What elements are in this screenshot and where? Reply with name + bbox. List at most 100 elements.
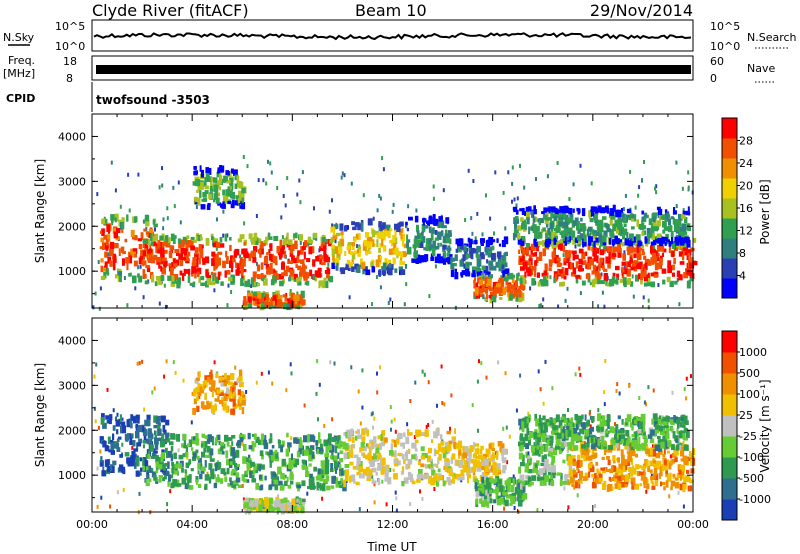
velocity-echo-cell xyxy=(542,480,547,486)
velocity-echo-cell xyxy=(420,432,425,436)
velocity-echo-cell xyxy=(278,441,281,449)
velocity-echo-cell xyxy=(424,429,429,437)
power-echo-cell xyxy=(481,284,485,292)
power-echo-cell xyxy=(433,218,439,226)
velocity-echo-cell xyxy=(568,481,571,486)
nsearch-label: N.Search xyxy=(747,31,797,44)
beam-title: Beam 10 xyxy=(355,1,427,20)
power-speckle xyxy=(379,196,382,201)
power-echo-cell xyxy=(191,272,194,277)
power-echo-cell xyxy=(485,250,488,256)
power-echo-cell xyxy=(318,280,321,289)
power-speckle xyxy=(137,172,140,177)
power-echo-cell xyxy=(543,250,546,256)
power-echo-cell xyxy=(142,254,145,260)
velocity-echo-cell xyxy=(587,464,592,469)
power-speckle xyxy=(129,272,132,277)
velocity-echo-cell xyxy=(402,442,405,449)
power-echo-cell xyxy=(521,236,526,241)
velocity-echo-cell xyxy=(165,438,171,443)
power-echo-cell xyxy=(282,294,286,298)
velocity-echo-cell xyxy=(450,456,454,464)
power-echo-cell xyxy=(365,269,371,276)
velocity-speckle xyxy=(395,508,398,513)
velocity-echo-cell xyxy=(420,455,425,460)
power-echo-cell xyxy=(622,268,628,275)
velocity-echo-cell xyxy=(601,415,606,424)
velocity-echo-cell xyxy=(210,468,215,475)
power-echo-cell xyxy=(200,169,204,178)
velocity-echo-cell xyxy=(109,465,115,473)
power-speckle xyxy=(655,184,658,189)
power-echo-cell xyxy=(216,171,221,178)
power-echo-cell xyxy=(107,271,110,276)
power-echo-cell xyxy=(150,233,153,242)
velocity-echo-cell xyxy=(160,454,164,463)
velocity-echo-cell xyxy=(594,439,598,447)
power-echo-cell xyxy=(518,297,523,303)
power-echo-cell xyxy=(241,197,244,204)
power-echo-cell xyxy=(183,269,189,274)
power-echo-cell xyxy=(634,264,640,269)
velocity-echo-cell xyxy=(447,481,452,486)
power-speckle xyxy=(327,262,330,267)
power-echo-cell xyxy=(491,258,496,262)
velocity-echo-cell xyxy=(229,480,233,486)
velocity-echo-cell xyxy=(196,455,200,460)
power-echo-cell xyxy=(612,225,617,232)
power-echo-cell xyxy=(559,231,563,235)
velocity-echo-cell xyxy=(280,473,285,480)
power-echo-cell xyxy=(199,165,202,172)
power-speckle xyxy=(405,282,408,287)
power-echo-cell xyxy=(134,253,137,258)
velocity-echo-cell xyxy=(165,419,170,426)
power-speckle xyxy=(173,204,176,209)
velocity-echo-cell xyxy=(281,458,286,466)
velocity-echo-cell xyxy=(562,481,568,485)
power-echo-cell xyxy=(272,295,277,301)
power-echo-cell xyxy=(276,245,282,254)
velocity-echo-cell xyxy=(575,482,578,489)
velocity-echo-cell xyxy=(541,467,546,473)
power-echo-cell xyxy=(296,258,300,263)
velocity-speckle xyxy=(506,460,509,465)
power-echo-cell xyxy=(550,261,553,266)
power-echo-cell xyxy=(549,237,554,243)
velocity-echo-cell xyxy=(365,454,370,460)
power-speckle xyxy=(96,192,99,197)
velocity-echo-cell xyxy=(416,429,422,437)
power-echo-cell xyxy=(586,228,589,236)
power-echo-cell xyxy=(264,301,268,306)
velocity-echo-cell xyxy=(176,483,182,487)
velocity-echo-cell xyxy=(311,451,315,459)
power-echo-cell xyxy=(553,215,557,222)
velocity-speckle xyxy=(604,359,607,363)
velocity-echo-cell xyxy=(528,459,531,464)
power-echo-cell xyxy=(597,221,602,226)
power-echo-cell xyxy=(257,238,262,244)
power-echo-cell xyxy=(671,241,675,249)
velocity-echo-cell xyxy=(148,420,151,427)
power-echo-cell xyxy=(430,256,435,261)
power-echo-cell xyxy=(109,260,113,267)
power-echo-cell xyxy=(148,229,154,233)
power-echo-cell xyxy=(612,272,616,277)
power-echo-cell xyxy=(655,236,658,240)
power-echo-cell xyxy=(546,246,550,250)
power-echo-cell xyxy=(686,239,691,248)
power-echo-cell xyxy=(220,281,224,286)
power-echo-cell xyxy=(346,246,350,251)
power-echo-cell xyxy=(677,226,683,233)
velocity-echo-cell xyxy=(374,458,379,462)
velocity-echo-cell xyxy=(342,441,346,450)
velocity-echo-cell xyxy=(264,435,267,442)
power-echo-cell xyxy=(631,214,637,222)
velocity-echo-cell xyxy=(271,445,275,449)
power-echo-cell xyxy=(269,298,273,307)
velocity-echo-cell xyxy=(519,427,524,431)
power-echo-cell xyxy=(299,271,302,280)
power-echo-cell xyxy=(353,237,357,242)
velocity-echo-cell xyxy=(467,462,471,469)
velocity-echo-cell xyxy=(497,479,502,485)
power-echo-cell xyxy=(538,218,541,224)
